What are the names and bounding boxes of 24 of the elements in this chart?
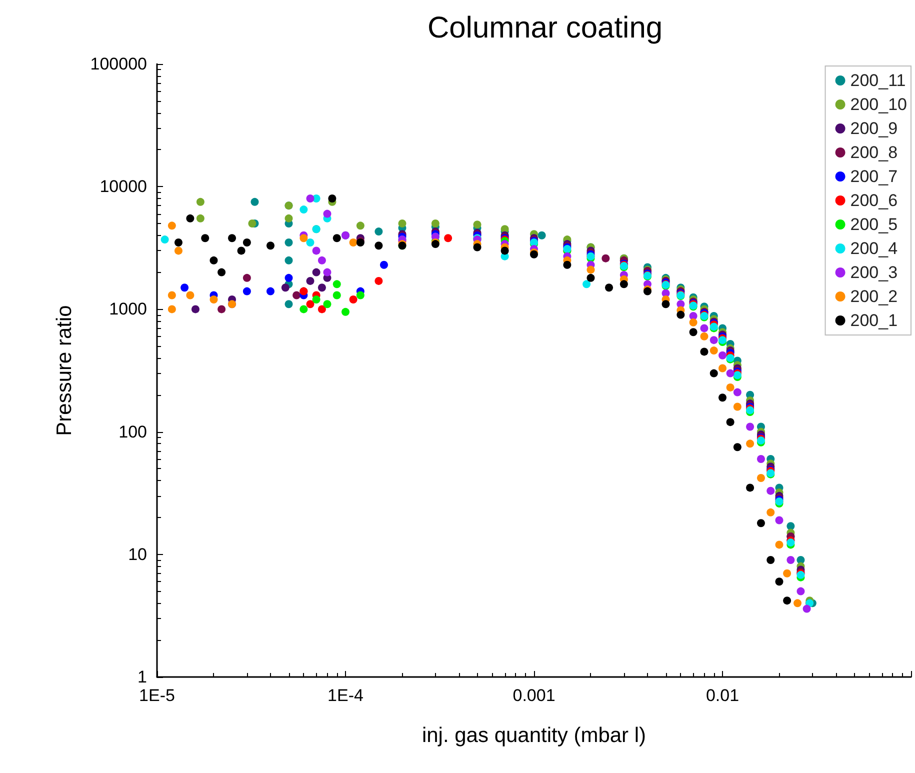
x-tick-label: 1E-4 — [328, 686, 364, 705]
legend-label: 200_9 — [850, 119, 898, 138]
legend-label: 200_3 — [850, 263, 898, 282]
legend-label: 200_10 — [850, 95, 908, 114]
y-tick-label: 100 — [118, 422, 147, 442]
legend-label: 200_11 — [850, 71, 906, 90]
y-tick-label: 100000 — [90, 54, 147, 74]
y-tick-label: 10 — [128, 544, 147, 564]
x-tick-label: 0.01 — [706, 686, 740, 705]
x-tick-label: 1E-5 — [139, 686, 175, 705]
legend-label: 200_7 — [850, 167, 898, 186]
legend-label: 200_2 — [850, 287, 898, 306]
y-tick-label: 1000 — [109, 300, 147, 319]
y-tick-label: 10000 — [100, 177, 147, 196]
y-tick-label: 1 — [138, 668, 147, 686]
legend-label: 200_4 — [850, 239, 898, 258]
legend-label: 200_1 — [850, 311, 898, 330]
chart-title: Columnar coating — [427, 12, 663, 44]
legend-label: 200_6 — [850, 191, 898, 210]
legend-label: 200_5 — [850, 215, 898, 234]
legend-label: 200_8 — [850, 143, 898, 162]
y-axis-title: Pressure ratio — [53, 305, 76, 436]
x-tick-label: 0.001 — [512, 686, 556, 705]
x-axis-title: inj. gas quantity (mbar l) — [422, 724, 646, 747]
